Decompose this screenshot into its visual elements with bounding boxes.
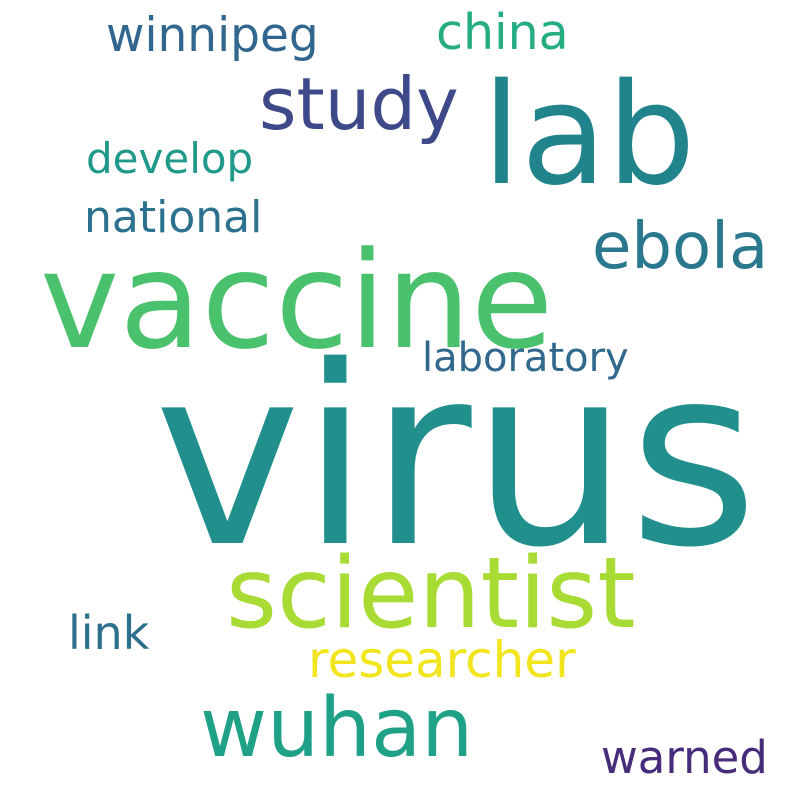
word-virus: virus [154, 314, 759, 602]
word-national: national [84, 192, 263, 243]
word-laboratory: laboratory [422, 335, 629, 381]
word-link: link [68, 606, 150, 660]
word-ebola: ebola [592, 210, 769, 284]
word-china: china [436, 4, 569, 61]
word-researcher: researcher [308, 631, 576, 689]
word-develop: develop [86, 134, 254, 183]
word-scientist: scientist [226, 537, 636, 651]
word-warned: warned [601, 731, 768, 784]
word-winnipeg: winnipeg [106, 8, 319, 63]
word-lab: lab [482, 54, 696, 217]
word-study: study [259, 62, 459, 146]
word-wuhan: wuhan [200, 681, 474, 776]
word-vaccine: vaccine [40, 223, 554, 379]
